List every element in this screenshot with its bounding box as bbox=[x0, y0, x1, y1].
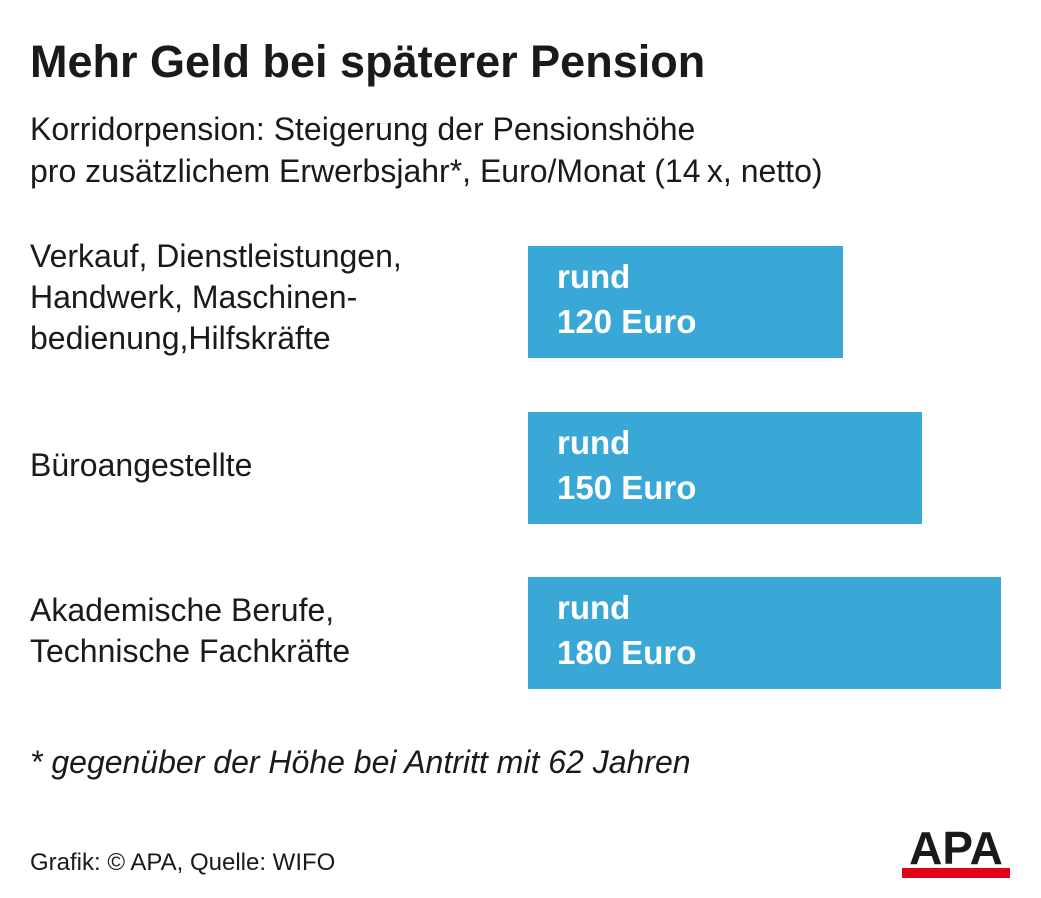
source-credit: Grafik: © APA, Quelle: WIFO bbox=[30, 849, 336, 876]
bar-value-label: rund bbox=[557, 258, 630, 295]
category-label-line: Büroangestellte bbox=[30, 447, 253, 483]
category-label-bueroangestellte: Büroangestellte bbox=[30, 445, 252, 486]
chart-title: Mehr Geld bei späterer Pension bbox=[30, 36, 706, 87]
apa-logo-text: APA bbox=[909, 826, 1003, 874]
apa-logo-bar bbox=[902, 868, 1010, 878]
category-label-line: Handwerk, Maschinen- bbox=[30, 279, 358, 315]
category-label-line: Verkauf, Dienstleistungen, bbox=[30, 238, 402, 274]
category-label-line: Technische Fachkräfte bbox=[30, 633, 351, 669]
bar-value-label: 120 Euro bbox=[557, 303, 696, 340]
subtitle-line: Korridorpension: Steigerung der Pensions… bbox=[30, 111, 696, 147]
category-label-line: Akademische Berufe, bbox=[30, 592, 335, 628]
apa-logo: APA bbox=[902, 826, 1010, 878]
footnote: * gegenüber der Höhe bei Antritt mit 62 … bbox=[30, 744, 691, 780]
chart-subtitle: Korridorpension: Steigerung der Pensions… bbox=[30, 108, 823, 192]
category-label-akademische-berufe: Akademische Berufe, Technische Fachkräft… bbox=[30, 590, 350, 672]
bar-3 bbox=[528, 577, 1001, 689]
bar-value-label: rund bbox=[557, 424, 630, 461]
category-label-line: bedienung,Hilfskräfte bbox=[30, 320, 331, 356]
bar-value-label: 180 Euro bbox=[557, 634, 696, 671]
bar-value-label: 150 Euro bbox=[557, 469, 696, 506]
bar-2 bbox=[528, 412, 922, 524]
category-label-verkauf: Verkauf, Dienstleistungen, Handwerk, Mas… bbox=[30, 236, 402, 359]
bar-value-label: rund bbox=[557, 589, 630, 626]
bar-1 bbox=[528, 246, 843, 358]
subtitle-line: pro zusätzlichem Erwerbsjahr*, Euro/Mona… bbox=[30, 153, 823, 189]
